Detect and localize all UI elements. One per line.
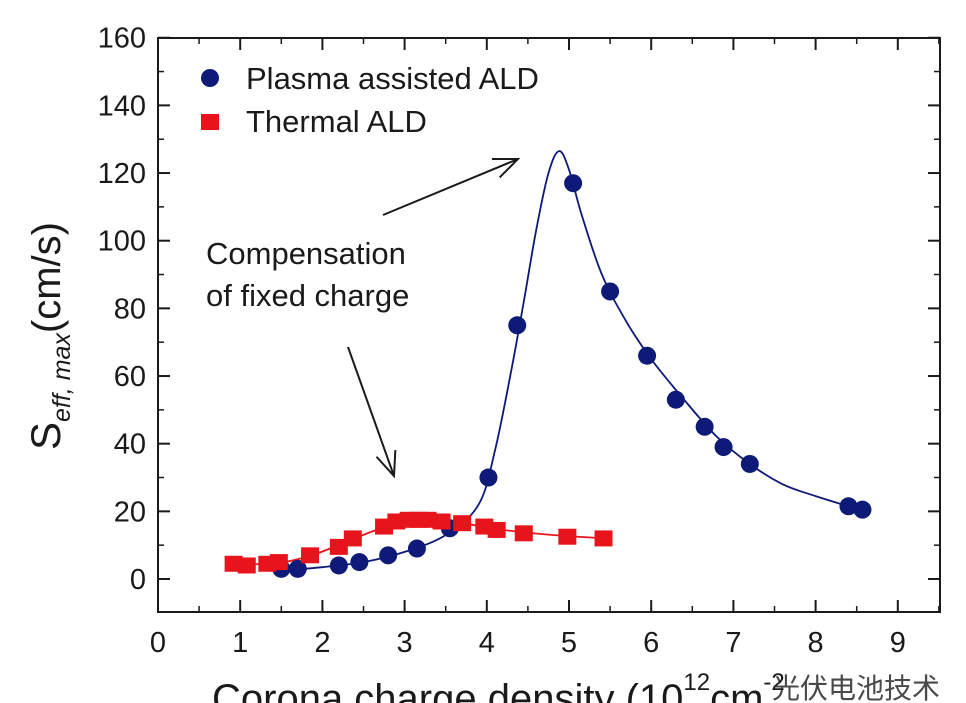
- legend: Plasma assisted ALD Thermal ALD: [201, 61, 539, 139]
- fit-curves: [231, 150, 866, 572]
- x-axis-title: Corona charge density (1012cm-2: [212, 669, 785, 703]
- annotation-line-2: of fixed charge: [206, 278, 409, 313]
- legend-label-plasma: Plasma assisted ALD: [246, 61, 539, 96]
- data-point-thermal: [269, 554, 288, 571]
- data-point-plasma: [479, 468, 498, 487]
- data-point-plasma: [666, 390, 685, 409]
- y-tick-label: 60: [114, 361, 146, 393]
- x-tick-label: 5: [561, 627, 577, 659]
- svg-text:Seff, max(cm/s): Seff, max(cm/s): [22, 222, 76, 450]
- y-tick-label: 120: [98, 158, 146, 190]
- data-point-plasma: [839, 497, 858, 516]
- data-point-plasma: [350, 553, 369, 572]
- data-point-thermal: [594, 530, 613, 547]
- x-tick-label: 8: [808, 627, 824, 659]
- data-point-thermal: [487, 521, 506, 538]
- y-tick-label: 40: [114, 429, 146, 461]
- y-tick-label: 160: [98, 23, 146, 55]
- annotation: Compensation of fixed charge: [206, 157, 521, 479]
- data-point-plasma: [695, 417, 714, 436]
- data-point-plasma: [601, 282, 620, 301]
- data-point-plasma: [740, 454, 759, 473]
- x-tick-label: 4: [479, 627, 495, 659]
- data-point-plasma: [407, 539, 426, 558]
- data-point-thermal: [301, 547, 320, 564]
- y-tick-label: 80: [114, 293, 146, 325]
- data-point-plasma: [508, 316, 527, 335]
- data-point-thermal: [432, 513, 451, 530]
- plot-frame: [157, 37, 941, 613]
- data-point-thermal: [453, 515, 472, 532]
- x-tick-label: 7: [725, 627, 741, 659]
- y-axis: 0 20 40 60 80 100 120 140 160: [98, 23, 940, 596]
- data-point-plasma: [714, 438, 733, 457]
- data-point-plasma: [853, 500, 872, 519]
- y-tick-label: 20: [114, 496, 146, 528]
- x-tick-label: 6: [643, 627, 659, 659]
- data-point-thermal: [418, 511, 437, 528]
- legend-marker-plasma: [201, 69, 219, 87]
- x-tick-label: 3: [397, 627, 413, 659]
- annotation-arrow-down: [347, 346, 397, 479]
- data-point-plasma: [638, 346, 657, 365]
- data-point-plasma: [379, 546, 398, 565]
- y-tick-label: 140: [98, 90, 146, 122]
- y-axis-title: Seff, max(cm/s): [22, 222, 76, 450]
- annotation-line-1: Compensation: [206, 236, 406, 271]
- data-point-plasma: [564, 174, 583, 193]
- data-points: [224, 174, 872, 578]
- legend-label-thermal: Thermal ALD: [246, 104, 427, 139]
- x-axis: 0 1 2 3 4 5 6 7 8 9: [150, 38, 940, 659]
- x-tick-label: 1: [232, 627, 248, 659]
- y-tick-label: 100: [98, 226, 146, 258]
- x-tick-label: 2: [314, 627, 330, 659]
- data-point-thermal: [329, 538, 348, 555]
- x-tick-label: 9: [890, 627, 906, 659]
- legend-marker-thermal: [201, 114, 219, 130]
- watermark-text: 光伏电池技术: [772, 672, 940, 703]
- data-point-thermal: [237, 557, 256, 574]
- y-tick-label: 0: [130, 564, 146, 596]
- data-point-plasma: [288, 559, 307, 578]
- svg-text:Corona charge density (1012cm-: Corona charge density (1012cm-2: [212, 669, 785, 703]
- data-point-thermal: [558, 528, 577, 545]
- data-point-plasma: [329, 556, 348, 575]
- data-point-thermal: [343, 530, 362, 547]
- data-point-thermal: [514, 525, 533, 542]
- annotation-arrow-up: [382, 157, 521, 216]
- x-tick-label: 0: [150, 627, 166, 659]
- fit-curve-plasma: [281, 150, 866, 572]
